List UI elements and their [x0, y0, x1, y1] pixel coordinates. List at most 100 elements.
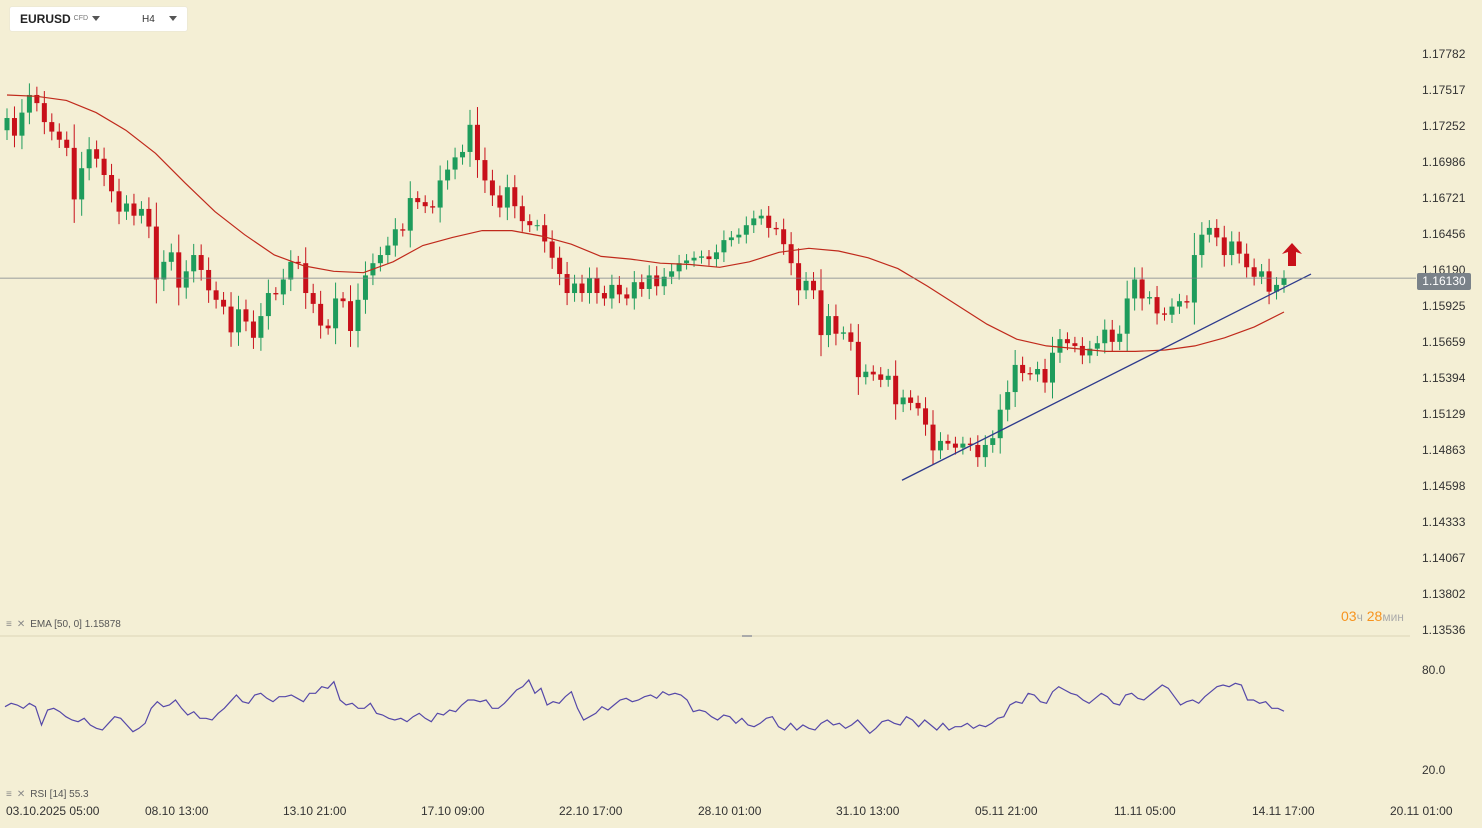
candle-body [64, 139, 70, 148]
candle-body [1169, 306, 1175, 315]
time-tick-label: 28.10 01:00 [698, 804, 762, 818]
candle-body [796, 263, 802, 291]
candle-countdown-timer: 03ч 28мин [1341, 608, 1404, 624]
candle-body [168, 252, 174, 262]
candle-body [937, 440, 943, 451]
candle-body [975, 444, 981, 458]
candle-body [833, 316, 839, 334]
candle-body [773, 227, 779, 230]
price-tick-label: 1.14863 [1422, 443, 1466, 457]
candle-body [870, 371, 876, 375]
timer-hours-unit: ч [1356, 610, 1363, 624]
time-tick-label: 31.10 13:00 [836, 804, 900, 818]
candle-body [452, 157, 458, 170]
candle-body [840, 332, 846, 334]
candle-body [116, 191, 122, 212]
candle-body [19, 112, 25, 136]
candle-body [1236, 241, 1242, 254]
candle-body [527, 221, 533, 226]
ema-line [6, 94, 1285, 352]
candle-body [280, 279, 286, 295]
candle-body [1087, 348, 1093, 356]
candle-body [86, 149, 92, 169]
candle-body [706, 256, 712, 260]
candle-body [684, 260, 690, 264]
timeframe-chevron-down-icon[interactable] [169, 16, 177, 21]
candle-body [325, 325, 331, 329]
candle-body [198, 255, 204, 270]
candle-body [982, 444, 988, 458]
price-tick-label: 1.17517 [1422, 83, 1466, 97]
candle-body [221, 299, 227, 307]
time-tick-label: 17.10 09:00 [421, 804, 485, 818]
candle-body [1109, 329, 1115, 342]
candle-body [101, 158, 107, 176]
candle-body [333, 298, 339, 329]
candle-body [1072, 343, 1078, 346]
candle-body [1102, 329, 1108, 344]
candle-body [1027, 373, 1033, 375]
candle-body [1057, 339, 1063, 353]
candle-body [930, 424, 936, 451]
close-icon[interactable]: ✕ [16, 789, 27, 800]
candle-body [1281, 278, 1287, 285]
candle-body [377, 255, 383, 264]
candle-body [1020, 364, 1026, 374]
candle-body [138, 208, 144, 216]
symbol-chevron-down-icon[interactable] [92, 16, 100, 21]
candle-body [952, 443, 958, 448]
candle-body [1184, 301, 1190, 303]
candle-body [71, 147, 77, 200]
symbol-type-badge: CFD [73, 15, 89, 22]
candle-body [825, 316, 831, 336]
candle-body [123, 203, 129, 212]
candle-body [609, 284, 615, 299]
candle-body [586, 278, 592, 294]
candle-body [400, 229, 406, 231]
price-tick-label: 1.16986 [1422, 155, 1466, 169]
candle-body [176, 252, 182, 288]
settings-icon[interactable]: ≡ [6, 619, 13, 630]
settings-icon[interactable]: ≡ [6, 789, 13, 800]
candle-body [153, 226, 159, 280]
candle-body [1162, 313, 1168, 315]
candle-body [960, 443, 966, 448]
candle-body [482, 160, 488, 181]
symbol-toolbar[interactable]: EURUSD CFD H4 [10, 7, 187, 31]
candle-body [415, 198, 421, 203]
candle-body [1132, 279, 1138, 299]
candle-body [997, 409, 1003, 439]
candle-body [923, 408, 929, 425]
rsi-legend: ≡ ✕ RSI [14] 55.3 [6, 789, 89, 800]
candle-body [818, 290, 824, 336]
candle-body [34, 94, 40, 104]
candle-body [878, 374, 884, 380]
candle-body [691, 257, 697, 261]
candle-body [1124, 298, 1130, 334]
candle-body [721, 240, 727, 253]
candle-body [258, 316, 264, 338]
candle-body [736, 234, 742, 238]
candle-body [474, 124, 480, 161]
timeframe-selector[interactable]: H4 [142, 14, 155, 25]
candle-body [728, 237, 734, 241]
candle-body [243, 309, 249, 322]
close-icon[interactable]: ✕ [16, 619, 27, 630]
symbol-name: EURUSD [20, 12, 71, 26]
candle-body [362, 275, 368, 300]
candle-body [572, 283, 578, 294]
candle-body [4, 118, 10, 131]
buy-arrow-icon [1282, 243, 1302, 266]
candle-body [109, 175, 115, 192]
candle-body [676, 263, 682, 272]
candle-body [900, 397, 906, 405]
candle-body [228, 306, 234, 333]
symbol-selector[interactable]: EURUSD CFD [20, 12, 88, 26]
candle-body [183, 271, 189, 288]
candle-body [236, 309, 242, 333]
candle-body [1206, 227, 1212, 235]
candle-body [766, 215, 772, 228]
candle-body [504, 187, 510, 208]
rsi-legend-text: RSI [14] 55.3 [30, 789, 89, 800]
